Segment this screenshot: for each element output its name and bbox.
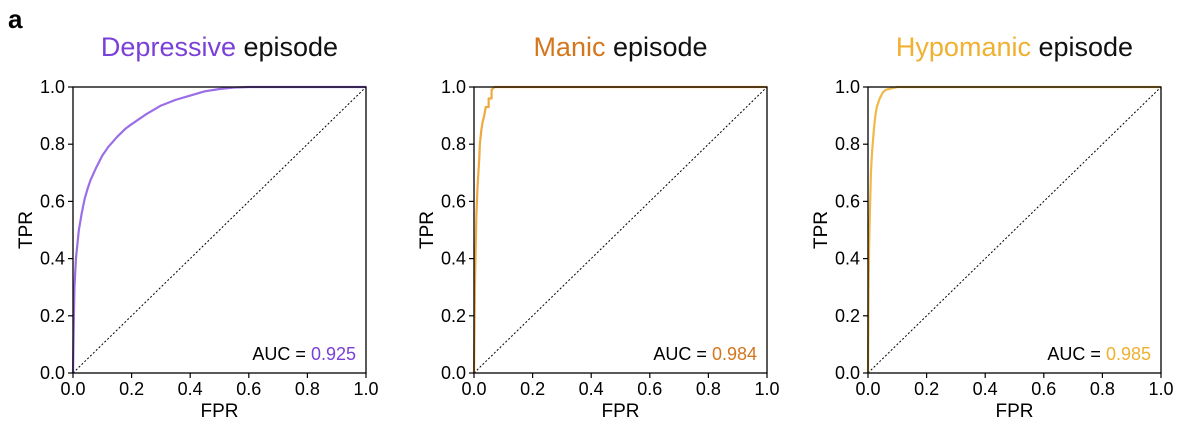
y-tick-label: 0.8 — [835, 134, 860, 154]
x-axis-label: FPR — [996, 401, 1034, 422]
roc-curve — [472, 85, 767, 374]
x-tick-label: 1.0 — [754, 379, 779, 399]
y-tick-label: 0.4 — [441, 249, 466, 269]
title-colored-word: Hypomanic — [896, 32, 1031, 62]
panel-letter: a — [8, 4, 23, 34]
plot-frame — [72, 86, 367, 374]
y-tick-label: 1.0 — [441, 77, 466, 97]
title-rest: episode — [605, 32, 707, 62]
plot-frame — [867, 86, 1162, 374]
x-tick-label: 0.6 — [1031, 379, 1056, 399]
plot-frame — [473, 86, 768, 374]
roc-curve — [866, 85, 1161, 374]
auc-annotation: AUC = 0.984 — [653, 344, 757, 364]
x-axis-label: FPR — [602, 401, 640, 422]
x-tick-label: 0.6 — [236, 379, 261, 399]
y-tick-label: 0.0 — [835, 363, 860, 383]
x-tick-label: 0.4 — [178, 379, 203, 399]
x-tick-label: 0.8 — [1090, 379, 1115, 399]
x-tick-label: 0.0 — [461, 379, 486, 399]
x-tick-label: 0.6 — [637, 379, 662, 399]
y-tick-label: 0.0 — [40, 363, 65, 383]
x-tick-label: 0.8 — [295, 379, 320, 399]
auc-value: 0.925 — [311, 344, 356, 364]
roc-panel-2: Manic episode 0.0 0.2 0.4 0.6 0.8 1.0 0.0 0.2 0.4… — [417, 32, 780, 422]
y-axis-label: TPR — [811, 211, 832, 249]
y-axis-label: TPR — [16, 211, 37, 249]
title-colored-word: Depressive — [101, 32, 236, 62]
roc-panel-3: Hypomanic episode 0.0 0.2 0.4 0.6 0.8 1.0 0.0 0.… — [811, 32, 1174, 422]
auc-annotation: AUC = 0.985 — [1047, 344, 1151, 364]
x-tick-label: 0.4 — [579, 379, 604, 399]
y-tick-label: 0.2 — [835, 306, 860, 326]
auc-label: AUC = — [653, 344, 712, 364]
y-tick-label: 1.0 — [40, 77, 65, 97]
x-tick-label: 1.0 — [353, 379, 378, 399]
y-tick-label: 0.6 — [835, 191, 860, 211]
chance-diagonal — [473, 86, 768, 374]
x-tick-label: 0.0 — [855, 379, 880, 399]
x-axis-label: FPR — [201, 401, 239, 422]
y-tick-label: 0.4 — [835, 249, 860, 269]
y-tick-label: 0.6 — [441, 191, 466, 211]
y-tick-label: 0.4 — [40, 249, 65, 269]
x-tick-label: 0.4 — [973, 379, 998, 399]
x-tick-label: 0.0 — [60, 379, 85, 399]
x-tick-label: 0.8 — [696, 379, 721, 399]
chance-diagonal — [867, 86, 1162, 374]
auc-label: AUC = — [1047, 344, 1106, 364]
title-rest: episode — [236, 32, 338, 62]
auc-label: AUC = — [252, 344, 311, 364]
auc-value: 0.984 — [712, 344, 757, 364]
y-tick-label: 0.2 — [40, 306, 65, 326]
y-tick-label: 0.2 — [441, 306, 466, 326]
x-tick-label: 1.0 — [1148, 379, 1173, 399]
chance-diagonal — [72, 86, 367, 374]
y-tick-label: 1.0 — [835, 77, 860, 97]
title-colored-word: Manic — [533, 32, 605, 62]
chart-title: Depressive episode — [101, 32, 338, 62]
y-tick-label: 0.0 — [441, 363, 466, 383]
y-tick-label: 0.8 — [441, 134, 466, 154]
y-tick-label: 0.8 — [40, 134, 65, 154]
auc-annotation: AUC = 0.925 — [252, 344, 356, 364]
x-tick-label: 0.2 — [520, 379, 545, 399]
roc-panel-1: Depressive episode 0.0 0.2 0.4 0.6 0.8 1.0 0.0 0… — [16, 32, 379, 422]
title-rest: episode — [1031, 32, 1133, 62]
y-axis-label: TPR — [417, 211, 438, 249]
auc-value: 0.985 — [1106, 344, 1151, 364]
chart-title: Manic episode — [533, 32, 707, 62]
y-tick-label: 0.6 — [40, 191, 65, 211]
x-tick-label: 0.2 — [914, 379, 939, 399]
x-tick-label: 0.2 — [119, 379, 144, 399]
chart-title: Hypomanic episode — [896, 32, 1133, 62]
